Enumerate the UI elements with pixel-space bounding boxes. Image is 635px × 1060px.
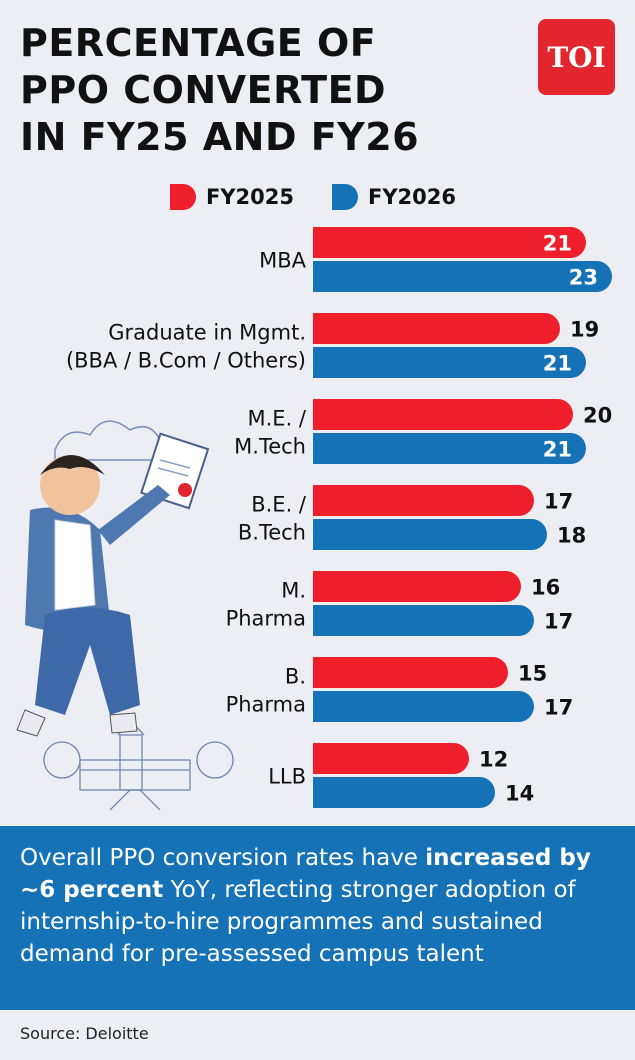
bar-fy2026 — [313, 605, 534, 636]
category-label: Pharma — [226, 607, 306, 631]
title-line-2: PPO CONVERTED — [20, 68, 387, 112]
category-label: B. — [285, 665, 306, 689]
value-label: 17 — [544, 610, 573, 634]
bar-fy2025 — [313, 399, 573, 430]
source-credit: Source: Deloitte — [20, 1024, 149, 1043]
category-label: Graduate in Mgmt. — [108, 321, 306, 345]
value-label: 15 — [518, 662, 547, 686]
bar-fy2026 — [313, 777, 495, 808]
legend-swatch-fy2026 — [332, 184, 358, 210]
bar-fy2026 — [313, 347, 586, 378]
legend-swatch-fy2025 — [170, 184, 196, 210]
toi-logo: TOI — [538, 19, 615, 95]
value-label: 21 — [543, 352, 572, 376]
building-sketch — [43, 720, 234, 810]
value-label: 21 — [543, 438, 572, 462]
legend-item-fy2025: FY2025 — [170, 184, 294, 210]
bar-fy2026 — [313, 261, 612, 292]
chart-title: PERCENTAGE OF PPO CONVERTED IN FY25 AND … — [20, 20, 419, 161]
bar-fy2026 — [313, 519, 547, 550]
value-label: 17 — [544, 696, 573, 720]
category-label: M. — [281, 579, 306, 603]
category-label: B.E. / — [251, 493, 307, 517]
category-label: M.E. / — [248, 407, 307, 431]
legend-label-fy2025: FY2025 — [206, 185, 294, 209]
bar-fy2025 — [313, 571, 521, 602]
bar-fy2025 — [313, 743, 469, 774]
category-label: MBA — [259, 249, 307, 273]
category-label: (BBA / B.Com / Others) — [66, 349, 306, 373]
bar-chart: MBA 21 23 Graduate in Mgmt. (BBA / B.Com / O… — [66, 227, 612, 808]
value-label: 14 — [505, 782, 534, 806]
value-label: 23 — [569, 266, 598, 290]
note-text-after: YoY, reflecting stronger adoption of int… — [20, 877, 576, 967]
bar-fy2025 — [313, 227, 586, 258]
bar-fy2025 — [313, 313, 560, 344]
note-text-bold: increased by ~6 percent — [20, 845, 591, 903]
title-line-3: IN FY25 AND FY26 — [20, 115, 420, 159]
summary-note: Overall PPO conversion rates have increa… — [0, 826, 635, 1010]
category-label: LLB — [268, 765, 306, 789]
student-figure — [16, 432, 210, 737]
value-label: 20 — [583, 404, 612, 428]
bar-fy2025 — [313, 657, 508, 688]
note-text-before: Overall PPO conversion rates have — [20, 845, 426, 871]
value-label: 17 — [544, 490, 573, 514]
legend-item-fy2026: FY2026 — [332, 184, 456, 210]
category-label: Pharma — [226, 693, 306, 717]
category-label: B.Tech — [238, 521, 306, 545]
value-label: 12 — [479, 748, 508, 772]
bar-fy2026 — [313, 691, 534, 722]
bar-fy2025 — [313, 485, 534, 516]
bar-fy2026 — [313, 433, 586, 464]
value-label: 19 — [570, 318, 599, 342]
value-label: 21 — [543, 232, 572, 256]
legend: FY2025 FY2026 — [170, 184, 456, 210]
title-line-1: PERCENTAGE OF — [20, 21, 377, 65]
value-label: 18 — [557, 524, 586, 548]
category-label: M.Tech — [234, 435, 306, 459]
value-label: 16 — [531, 576, 560, 600]
legend-label-fy2026: FY2026 — [368, 185, 456, 209]
student-illustration — [16, 420, 234, 810]
